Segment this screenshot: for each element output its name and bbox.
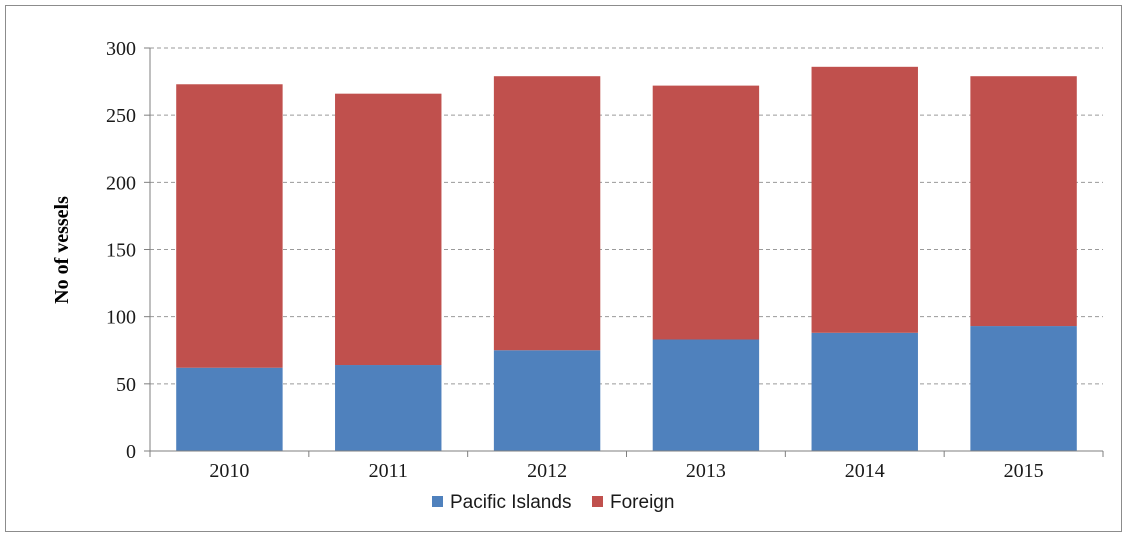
- bar-pacific-islands-2012: [493, 350, 601, 451]
- y-tick-labels: 0 50 100 150 200 250 300: [106, 38, 150, 463]
- bar-foreign-2012: [493, 76, 601, 351]
- x-tick-label-2015: 2015: [1004, 460, 1044, 482]
- x-tick-label-2012: 2012: [527, 460, 567, 482]
- bar-foreign-2011: [335, 93, 442, 366]
- bar-foreign-2010: [176, 84, 283, 368]
- y-tick-label-50: 50: [116, 374, 136, 396]
- gridlines: [150, 47, 1103, 385]
- legend-label-foreign: Foreign: [610, 492, 674, 513]
- x-tick-label-2013: 2013: [686, 460, 726, 482]
- bar-foreign-2014: [811, 66, 918, 333]
- y-axis-title: No of vessels: [51, 196, 73, 304]
- x-tick-label-2010: 2010: [209, 460, 249, 482]
- y-tick-label-200: 200: [106, 172, 136, 194]
- y-tick-label-250: 250: [106, 105, 136, 127]
- bar-pacific-islands-2010: [176, 367, 283, 451]
- legend-label-pacific-islands: Pacific Islands: [450, 492, 571, 513]
- bar-pacific-islands-2015: [970, 326, 1077, 451]
- bar-pacific-islands-2014: [811, 332, 918, 451]
- bar-pacific-islands-2013: [652, 339, 760, 451]
- x-tick-label-2014: 2014: [845, 460, 885, 482]
- y-tick-label-150: 150: [106, 240, 136, 262]
- y-tick-label-300: 300: [106, 38, 136, 60]
- x-tick-label-2011: 2011: [369, 460, 408, 482]
- x-tick-labels: 2010 2011 2012 2013 2014 2015: [149, 451, 1104, 482]
- y-tick-label-100: 100: [106, 307, 136, 329]
- legend-swatch-pacific-islands: [432, 496, 443, 507]
- legend-swatch-foreign: [592, 496, 603, 507]
- y-tick-label-0: 0: [126, 441, 136, 463]
- bar-foreign-2013: [652, 85, 760, 340]
- bar-foreign-2015: [970, 76, 1077, 327]
- bars: [176, 66, 1077, 451]
- legend: Pacific Islands Foreign: [432, 492, 674, 513]
- bar-pacific-islands-2011: [335, 365, 442, 451]
